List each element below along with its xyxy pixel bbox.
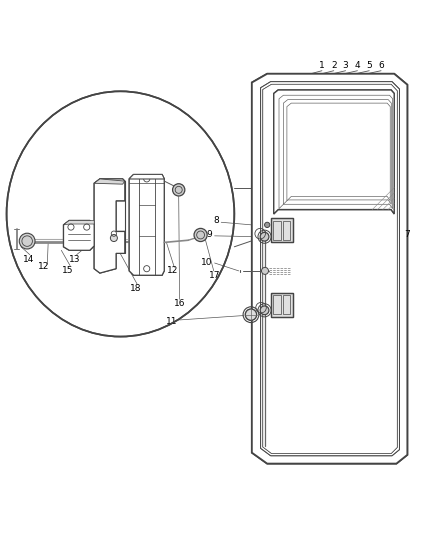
Polygon shape (283, 100, 391, 204)
Text: 17: 17 (209, 271, 220, 280)
Polygon shape (129, 174, 164, 275)
Text: 15: 15 (62, 266, 74, 276)
Text: 5: 5 (366, 61, 372, 69)
Text: 13: 13 (69, 255, 80, 263)
Text: 16: 16 (174, 299, 185, 308)
Bar (273, 295, 281, 314)
Polygon shape (261, 82, 399, 456)
Polygon shape (261, 82, 399, 456)
Circle shape (110, 235, 117, 241)
Polygon shape (274, 90, 394, 214)
Text: 10: 10 (201, 259, 213, 268)
Text: 4: 4 (355, 61, 360, 69)
Polygon shape (287, 103, 390, 201)
Polygon shape (64, 221, 94, 225)
Text: 3: 3 (343, 61, 349, 69)
Polygon shape (279, 95, 392, 209)
Circle shape (261, 268, 268, 274)
Polygon shape (129, 174, 164, 179)
Polygon shape (129, 174, 164, 179)
Text: 8: 8 (213, 216, 219, 225)
Text: 1: 1 (319, 61, 325, 69)
Polygon shape (274, 90, 394, 214)
Bar (283, 221, 290, 240)
Circle shape (265, 222, 270, 228)
Polygon shape (64, 221, 94, 251)
Text: 12: 12 (38, 262, 49, 271)
Bar (273, 221, 281, 240)
Text: 11: 11 (166, 317, 178, 326)
Text: 9: 9 (206, 230, 212, 239)
Polygon shape (252, 74, 407, 464)
Text: 14: 14 (23, 255, 34, 264)
Polygon shape (129, 174, 164, 275)
Polygon shape (94, 179, 125, 273)
Circle shape (245, 309, 257, 320)
Bar (271, 219, 293, 243)
Text: 7: 7 (404, 230, 410, 239)
Circle shape (260, 232, 269, 241)
Bar (271, 293, 293, 317)
Circle shape (260, 306, 269, 314)
Bar (271, 293, 293, 317)
Polygon shape (263, 84, 397, 454)
Text: 6: 6 (378, 61, 384, 69)
Polygon shape (94, 179, 125, 273)
Polygon shape (64, 221, 94, 251)
Bar (283, 295, 290, 314)
Polygon shape (263, 84, 397, 454)
Text: 12: 12 (167, 266, 179, 276)
Text: 18: 18 (130, 284, 141, 293)
Circle shape (173, 184, 185, 196)
Polygon shape (252, 74, 407, 464)
Bar (271, 219, 293, 243)
Ellipse shape (7, 91, 234, 336)
Circle shape (194, 229, 207, 241)
Polygon shape (94, 179, 125, 184)
Text: 2: 2 (331, 61, 336, 69)
Circle shape (19, 233, 35, 249)
